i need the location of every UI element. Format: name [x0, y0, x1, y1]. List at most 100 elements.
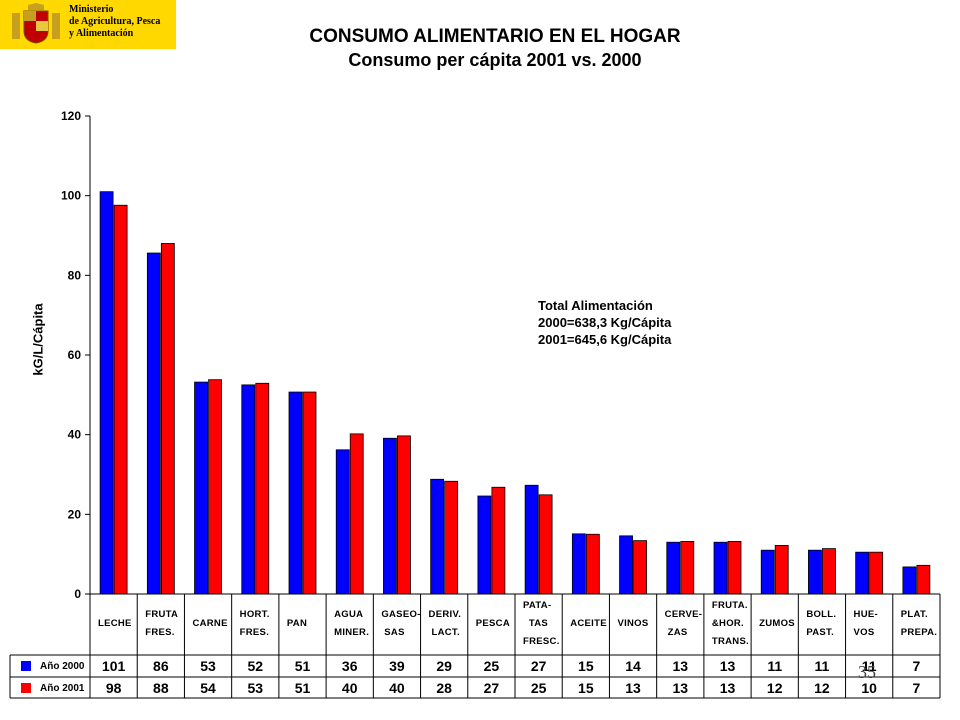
- y-tick-label: 20: [68, 507, 82, 521]
- bar: [808, 549, 822, 595]
- x-tick-label: LECHE: [98, 618, 132, 629]
- x-tick-label: CERVE- ZAS: [664, 609, 703, 638]
- data-label: 101: [101, 658, 126, 674]
- data-label: 13: [672, 680, 689, 696]
- bar: [680, 541, 695, 595]
- bar: [524, 484, 539, 595]
- bar: [430, 478, 445, 595]
- bar: [113, 204, 128, 595]
- data-label: 11: [814, 658, 830, 674]
- x-tick-label: GASEO- SAS: [381, 609, 421, 638]
- ministry-line-1: Ministerio: [69, 4, 114, 15]
- bar: [208, 379, 222, 595]
- ministry-line-2: de Agricultura, Pesca: [69, 16, 161, 27]
- data-label: 54: [200, 680, 216, 696]
- chart-subtitle: Consumo per cápita 2001 vs. 2000: [348, 50, 642, 70]
- ministry-name: Ministerio de Agricultura, Pesca y Alime…: [69, 4, 160, 40]
- data-label: 10: [861, 680, 877, 696]
- data-label: 12: [814, 680, 830, 696]
- x-tick-label: FRUTA FRES.: [145, 609, 179, 638]
- data-label: 25: [530, 680, 547, 696]
- bar: [146, 252, 161, 595]
- bar: [727, 541, 742, 595]
- bar: [99, 191, 114, 595]
- annotation-line-3: 2001=645,6 Kg/Cápita: [538, 332, 672, 347]
- x-tick-label: HORT. FRES.: [239, 609, 270, 638]
- x-tick-label: ACEITE: [570, 618, 607, 629]
- data-label: 13: [672, 658, 689, 674]
- data-label: 51: [294, 680, 311, 696]
- bar: [491, 486, 506, 595]
- bar: [902, 566, 917, 595]
- bar: [869, 551, 884, 595]
- data-label: 7: [912, 680, 921, 696]
- data-label: 51: [294, 658, 311, 674]
- data-label: 53: [247, 680, 264, 696]
- bar: [444, 480, 459, 595]
- data-label: 36: [341, 658, 358, 674]
- data-label: 13: [719, 658, 736, 674]
- x-tick-label: HUE- VOS: [853, 609, 878, 638]
- data-label: 25: [483, 658, 500, 674]
- legend-swatch: [21, 683, 31, 693]
- y-tick-label: 100: [61, 189, 81, 203]
- bar: [774, 545, 789, 595]
- page-number: 35: [858, 662, 876, 682]
- ministry-line-3: y Alimentación: [69, 28, 134, 39]
- data-label: 13: [719, 680, 736, 696]
- y-tick-label: 60: [68, 348, 82, 362]
- data-label: 13: [625, 680, 641, 696]
- data-label: 53: [200, 658, 216, 674]
- bar: [397, 435, 411, 595]
- bar: [383, 437, 397, 595]
- bar: [633, 540, 647, 595]
- data-label: 88: [153, 680, 169, 696]
- bar: [349, 433, 364, 595]
- data-label: 28: [436, 680, 452, 696]
- bar: [255, 382, 270, 595]
- data-label: 7: [912, 658, 921, 674]
- x-tick-label: PESCA: [475, 618, 510, 629]
- data-label: 40: [389, 680, 405, 696]
- data-label: 11: [861, 658, 877, 674]
- bar: [713, 541, 728, 595]
- bar: [477, 495, 492, 595]
- data-label: 14: [625, 658, 641, 674]
- x-tick-label: FRUTA. &HOR. TRANS.: [711, 600, 750, 647]
- data-label: 86: [153, 658, 169, 674]
- x-tick-label: CARNE: [192, 618, 228, 629]
- data-label: 27: [483, 680, 500, 696]
- coat-of-arms-icon: [12, 3, 60, 44]
- x-tick-label: ZUMOS: [759, 618, 795, 629]
- y-tick-label: 120: [61, 109, 81, 123]
- bar: [916, 564, 931, 595]
- annotation-line-2: 2000=638,3 Kg/Cápita: [538, 315, 672, 330]
- data-label: 39: [389, 658, 405, 674]
- bar: [760, 549, 775, 595]
- x-tick-label: BOLL. PAST.: [806, 609, 837, 638]
- x-tick-label: VINOS: [617, 618, 649, 629]
- bar: [585, 533, 600, 595]
- legend-swatch: [21, 661, 31, 671]
- bar: [619, 535, 633, 595]
- x-tick-label: PAN: [286, 618, 308, 629]
- x-tick-label: PATA- TAS FRESC.: [523, 600, 560, 647]
- data-label: 11: [767, 658, 783, 674]
- legend-label: Año 2001: [40, 683, 85, 694]
- y-tick-label: 0: [74, 587, 81, 601]
- data-label: 27: [530, 658, 547, 674]
- bar: [241, 384, 256, 595]
- x-tick-label: DERIV. LACT.: [428, 609, 462, 638]
- chart-title: CONSUMO ALIMENTARIO EN EL HOGAR: [309, 26, 681, 47]
- x-tick-label: PLAT. PREPA.: [900, 609, 938, 638]
- ministry-logo: Ministerio de Agricultura, Pesca y Alime…: [0, 0, 176, 49]
- data-label: 29: [436, 658, 452, 674]
- bar: [335, 449, 350, 595]
- bar: [666, 541, 681, 595]
- annotation-line-1: Total Alimentación: [538, 298, 653, 313]
- legend-label: Año 2000: [40, 661, 85, 672]
- data-label: 15: [578, 658, 594, 674]
- data-label: 40: [341, 680, 358, 696]
- bar: [288, 391, 303, 595]
